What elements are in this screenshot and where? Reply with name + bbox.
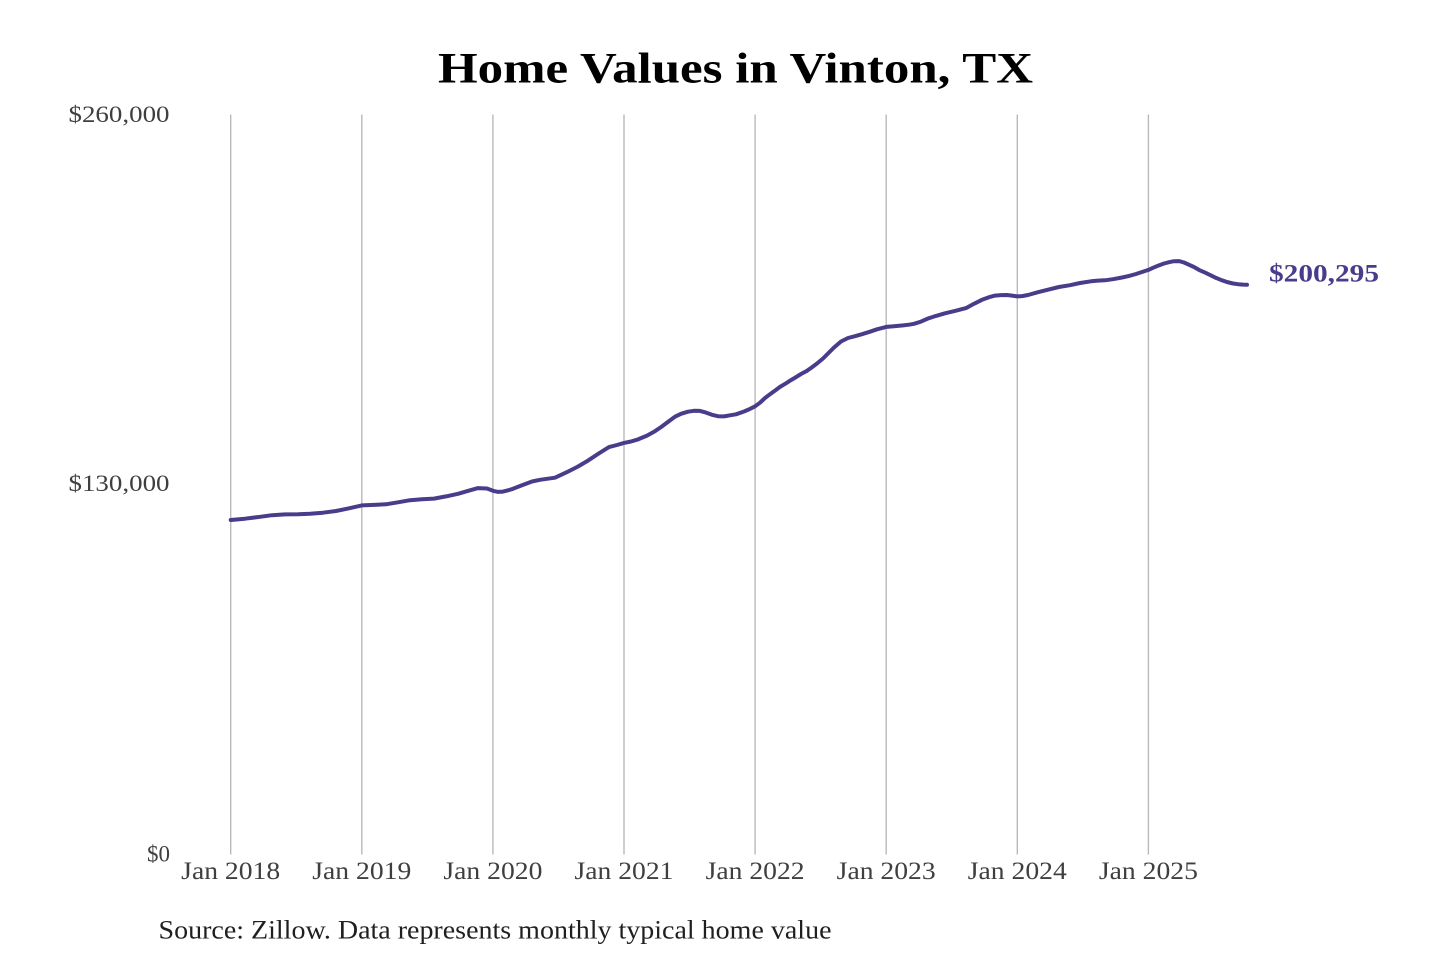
svg-text:Source: Zillow. Data represent: Source: Zillow. Data represents monthly … [159, 915, 832, 944]
svg-text:$260,000: $260,000 [69, 102, 170, 127]
svg-text:Jan 2020: Jan 2020 [443, 858, 542, 885]
svg-text:Jan 2025: Jan 2025 [1099, 858, 1198, 885]
svg-text:$0: $0 [147, 842, 170, 867]
svg-text:Jan 2023: Jan 2023 [837, 858, 936, 885]
svg-text:$200,295: $200,295 [1269, 259, 1379, 288]
svg-text:Home Values in Vinton, TX: Home Values in Vinton, TX [438, 45, 1033, 92]
svg-text:Jan 2019: Jan 2019 [312, 858, 411, 885]
svg-text:$130,000: $130,000 [69, 471, 170, 496]
svg-text:Jan 2024: Jan 2024 [968, 858, 1068, 885]
svg-text:Jan 2021: Jan 2021 [575, 858, 674, 885]
svg-text:Jan 2018: Jan 2018 [181, 858, 280, 885]
svg-text:Jan 2022: Jan 2022 [706, 858, 805, 885]
